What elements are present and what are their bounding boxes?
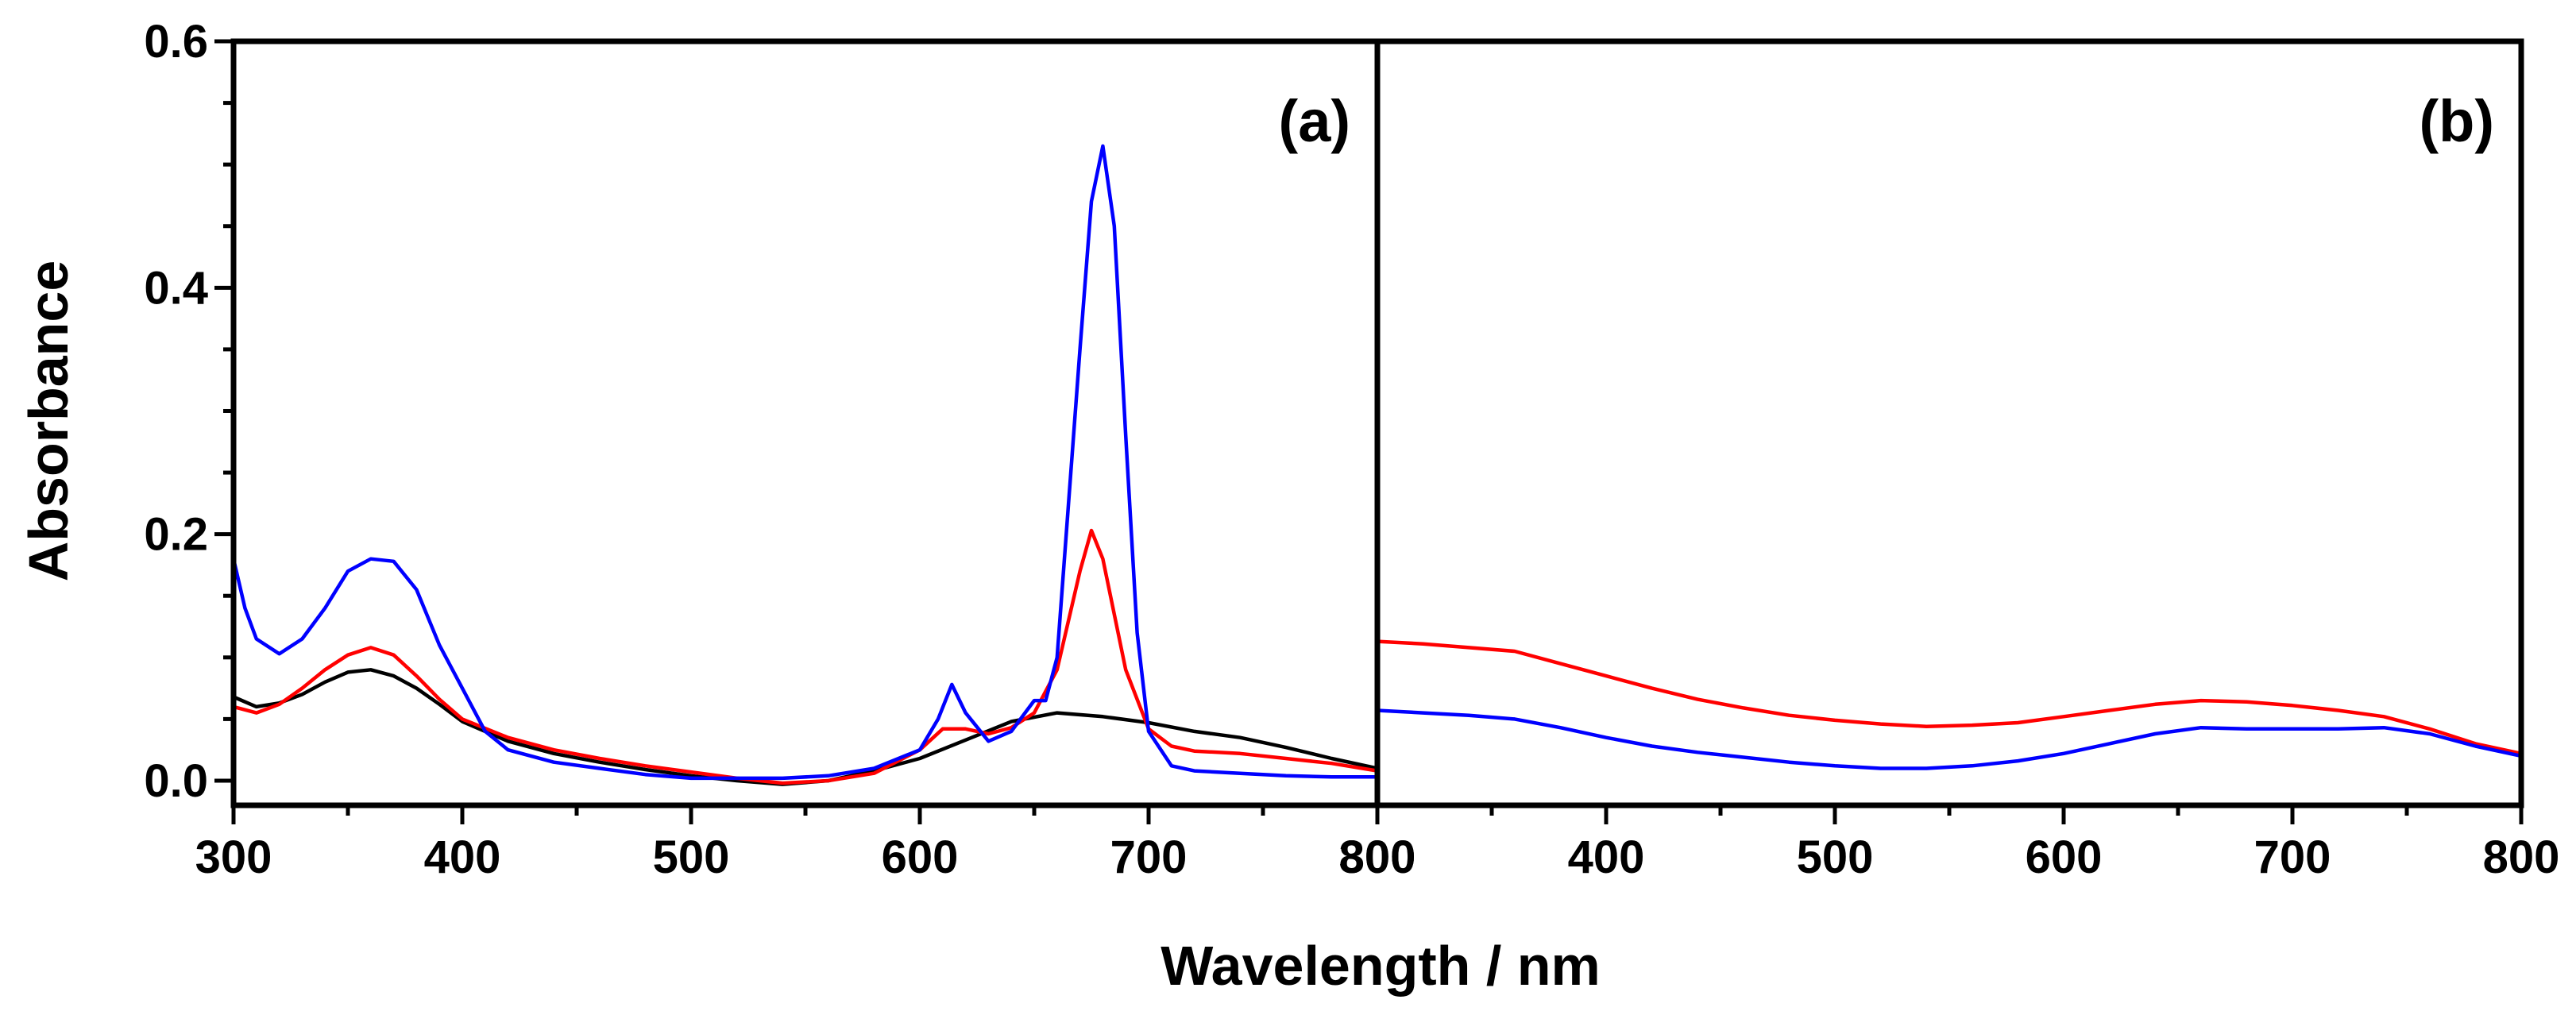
panel-b-ticks: 300 400 500 600 700 800: [1339, 805, 2560, 883]
panel-a-label: (a): [1279, 88, 1350, 154]
panel-a-frame: [230, 38, 1381, 808]
panel-b-x-tick-label: 400: [1568, 832, 1645, 883]
panel-b-x-tick-label: 500: [1797, 832, 1874, 883]
panel-a-series-red-line: [233, 528, 1378, 785]
panel-a-x-tick-label: 500: [653, 832, 730, 883]
panel-a-x-tick-label: 700: [1110, 832, 1188, 883]
panel-a-x-tick-label: 400: [424, 832, 501, 883]
panel-b: 300 400 500 600 700 800 (b): [1339, 38, 2560, 883]
panel-a-ticks: 300 400 500 600 700 800 0.0 0.2 0.4 0.6: [144, 16, 1415, 883]
panel-a-x-tick-label: 600: [882, 832, 959, 883]
panel-b-frame: [1374, 38, 2524, 808]
panel-a-x-tick-label: 300: [195, 832, 272, 883]
panel-a-y-tick-label: 0.4: [144, 262, 208, 314]
panel-b-series-blue-line: [1377, 708, 2522, 770]
panel-b-x-tick-label: 800: [2483, 832, 2560, 883]
panel-b-x-tick-label: 700: [2254, 832, 2331, 883]
panel-a-y-tick-label: 0.0: [144, 755, 208, 807]
panel-b-label: (b): [2420, 88, 2495, 154]
panel-a-y-tick-label: 0.6: [144, 16, 208, 68]
panel-a: 300 400 500 600 700 800 0.0 0.2 0.4 0.6 (a): [144, 16, 1415, 883]
panel-b-series: [1377, 639, 2522, 770]
panel-b-series-red-line: [1377, 639, 2522, 755]
panel-a-series-blue-line: [231, 144, 1377, 781]
panel-a-x-tick-label: 800: [1339, 832, 1416, 883]
panel-a-y-tick-label: 0.2: [144, 509, 208, 561]
panel-a-series-black-line: [233, 668, 1378, 786]
panel-b-x-tick-label: 600: [2026, 832, 2103, 883]
panel-b-x-tick-label: 300: [1339, 832, 1416, 883]
x-axis-title: Wavelength / nm: [1161, 935, 1601, 997]
y-axis-title: Absorbance: [17, 260, 79, 582]
panel-a-series: [231, 144, 1378, 786]
